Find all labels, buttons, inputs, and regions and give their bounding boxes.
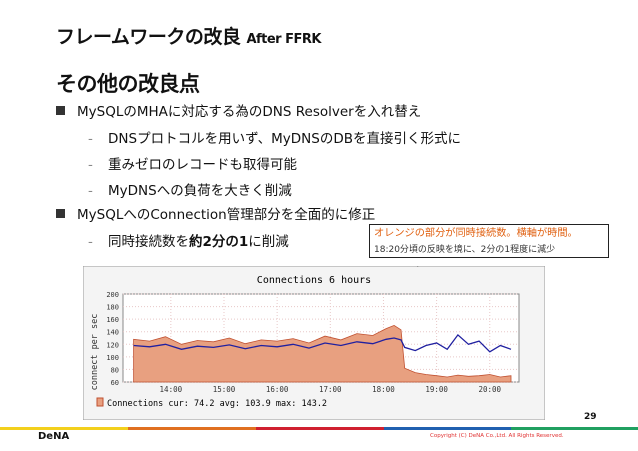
y-tick-label: 60 — [111, 379, 119, 387]
callout-line-1: オレンジの部分が同時接続数。横軸が時間。 — [374, 228, 578, 239]
series-area — [133, 324, 512, 383]
y-tick-label: 80 — [111, 366, 119, 374]
y-tick-label: 100 — [106, 354, 119, 362]
chart-callout: オレンジの部分が同時接続数。横軸が時間。 18:20分頃の反映を境に、2分の1程… — [369, 224, 609, 258]
bullet-square-icon — [56, 209, 65, 218]
dena-logo: DeNA — [38, 431, 70, 442]
title-suffix: After FFRK — [246, 32, 321, 47]
footer-bar-green — [511, 427, 638, 430]
dash-icon: - — [88, 234, 93, 250]
x-tick-label: 20:00 — [478, 385, 501, 394]
legend-swatch — [96, 397, 104, 407]
chart-title: Connections 6 hours — [257, 275, 371, 286]
y-tick-label: 180 — [106, 304, 119, 312]
bullet-2: MySQLへのConnection管理部分を全面的に修正 — [56, 203, 375, 223]
footer-bar-orange — [128, 427, 256, 430]
dash-icon: - — [88, 157, 93, 173]
dash-icon: - — [88, 183, 93, 199]
copyright: Copyright (C) DeNA Co.,Ltd. All Rights R… — [430, 433, 564, 439]
connections-chart: Connections 6 hours connect per sec 60 80… — [83, 266, 545, 420]
y-tick-label: 200 — [106, 291, 119, 299]
footer-bar-yellow — [0, 427, 128, 430]
sub-bullet-1-2: - 重みゼロのレコードも取得可能 — [88, 157, 297, 173]
x-tick-label: 18:00 — [372, 385, 395, 394]
bullet-2-text: MySQLへのConnection管理部分を全面的に修正 — [77, 207, 376, 223]
bullet-1: MySQLのMHAに対応する為のDNS Resolverを入れ替え — [56, 100, 421, 120]
section-heading: その他の改良点 — [56, 72, 200, 96]
x-tick-label: 14:00 — [160, 385, 183, 394]
connections-area — [133, 324, 512, 383]
footer-bar-blue — [384, 427, 511, 430]
slide-title: フレームワークの改良 After FFRK — [56, 22, 321, 49]
callout-line-2: 18:20分頃の反映を境に、2分の1程度に減少 — [374, 245, 556, 255]
footer-bar-red — [256, 427, 384, 430]
footer: DeNA Copyright (C) DeNA Co.,Ltd. All Rig… — [0, 427, 638, 451]
y-tick-label: 140 — [106, 329, 119, 337]
sub-bullet-1-1: - DNSプロトコルを用いず、MyDNSのDBを直接引く形式に — [88, 131, 461, 147]
title-main: フレームワークの改良 — [56, 26, 241, 48]
x-tick-label: 17:00 — [319, 385, 342, 394]
tick-labels: 60 80 100 120 140 160 180 200 14:00 15:00 16:00 17:… — [106, 291, 501, 394]
emphasis-text: 約2分の1 — [189, 234, 249, 250]
x-tick-label: 19:00 — [425, 385, 448, 394]
y-tick-label: 120 — [106, 341, 119, 349]
y-axis-label: connect per sec — [90, 314, 100, 391]
y-tick-label: 160 — [106, 316, 119, 324]
page-number: 29 — [584, 412, 597, 422]
x-tick-label: 16:00 — [266, 385, 289, 394]
bullet-1-text: MySQLのMHAに対応する為のDNS Resolverを入れ替え — [77, 104, 422, 120]
sub-bullet-1-3: - MyDNSへの負荷を大きく削減 — [88, 183, 292, 199]
blue-series-line — [133, 333, 512, 353]
x-tick-label: 15:00 — [213, 385, 236, 394]
legend-text: Connections cur: 74.2 avg: 103.9 max: 14… — [107, 399, 327, 409]
bullet-square-icon — [56, 106, 65, 115]
dash-icon: - — [88, 131, 93, 147]
sub-bullet-2-1: - 同時接続数を約2分の1に削減 — [88, 234, 289, 250]
